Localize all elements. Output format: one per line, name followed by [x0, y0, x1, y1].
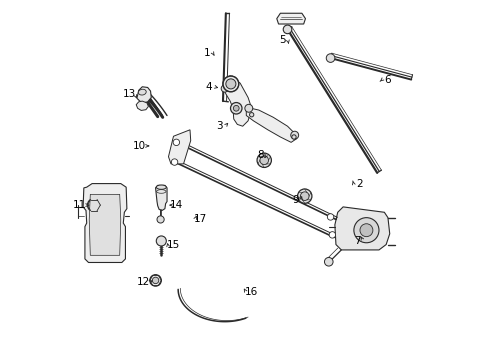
Circle shape	[156, 236, 166, 246]
Circle shape	[291, 135, 296, 139]
Polygon shape	[334, 207, 389, 250]
Polygon shape	[246, 108, 296, 142]
Circle shape	[300, 192, 308, 201]
Text: 9: 9	[291, 195, 298, 205]
Text: 10: 10	[133, 141, 146, 151]
Circle shape	[173, 139, 179, 145]
Polygon shape	[155, 185, 167, 211]
Polygon shape	[276, 13, 305, 24]
Circle shape	[223, 76, 238, 92]
Circle shape	[225, 79, 235, 89]
Polygon shape	[83, 184, 126, 262]
Polygon shape	[137, 87, 151, 103]
Polygon shape	[136, 101, 148, 111]
Text: 7: 7	[353, 236, 360, 246]
Circle shape	[152, 277, 159, 284]
Circle shape	[353, 218, 378, 243]
Circle shape	[324, 257, 332, 266]
Circle shape	[359, 224, 372, 237]
Circle shape	[230, 103, 242, 114]
Text: 11: 11	[73, 200, 86, 210]
Circle shape	[171, 159, 178, 165]
Circle shape	[157, 216, 164, 223]
Circle shape	[297, 189, 311, 203]
Circle shape	[325, 54, 334, 62]
Text: 15: 15	[166, 239, 180, 249]
Text: 1: 1	[203, 48, 210, 58]
Ellipse shape	[156, 185, 166, 189]
Circle shape	[87, 199, 100, 212]
Text: 4: 4	[205, 82, 211, 92]
Polygon shape	[168, 130, 190, 164]
Circle shape	[257, 153, 271, 167]
Polygon shape	[89, 194, 121, 255]
Circle shape	[249, 113, 253, 117]
Text: 16: 16	[244, 287, 258, 297]
Text: 8: 8	[257, 150, 264, 160]
Text: 14: 14	[169, 200, 183, 210]
Circle shape	[149, 275, 161, 286]
Text: 12: 12	[137, 277, 150, 287]
Circle shape	[233, 105, 239, 111]
Text: 13: 13	[122, 89, 135, 99]
Text: 2: 2	[355, 179, 362, 189]
Circle shape	[260, 156, 268, 165]
Text: 6: 6	[384, 75, 390, 85]
Circle shape	[244, 104, 252, 112]
Polygon shape	[223, 76, 251, 126]
Ellipse shape	[138, 89, 146, 95]
Text: 17: 17	[194, 215, 207, 224]
Circle shape	[90, 202, 97, 209]
Circle shape	[221, 85, 228, 92]
Circle shape	[326, 214, 333, 220]
Circle shape	[328, 231, 335, 238]
Text: 3: 3	[216, 121, 222, 131]
Circle shape	[290, 131, 298, 139]
Text: 5: 5	[278, 35, 285, 45]
Circle shape	[283, 25, 291, 34]
